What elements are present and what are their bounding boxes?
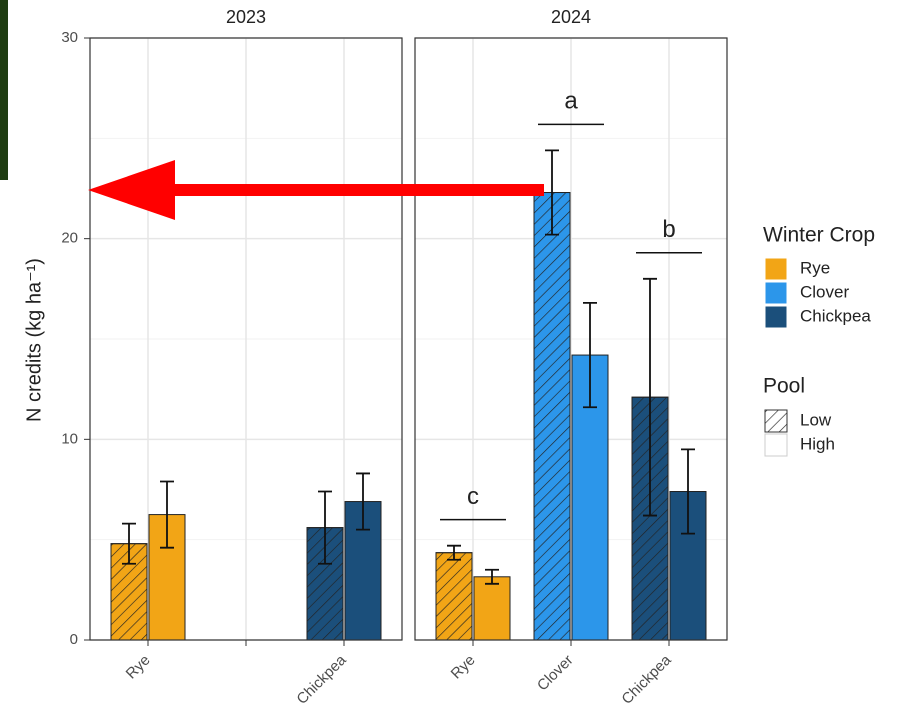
legend-hatch bbox=[764, 409, 788, 433]
error-bar bbox=[160, 480, 174, 549]
facet-title: 2024 bbox=[551, 7, 591, 27]
background-strip bbox=[0, 0, 8, 180]
legend-swatch bbox=[764, 281, 788, 305]
legend-label: Rye bbox=[800, 258, 830, 277]
error-bar bbox=[681, 448, 695, 535]
error-bar bbox=[583, 301, 597, 409]
legend-label: Low bbox=[800, 410, 832, 429]
error-bar bbox=[643, 277, 657, 517]
panel-border bbox=[89, 37, 403, 641]
legend-swatch bbox=[764, 433, 788, 457]
error-bar bbox=[356, 472, 370, 531]
significance-letter: b bbox=[662, 216, 675, 243]
bar-hatch bbox=[306, 527, 344, 641]
legend-swatch bbox=[764, 305, 788, 329]
error-bar bbox=[122, 522, 136, 565]
y-tick-label: 20 bbox=[61, 230, 78, 247]
error-bar bbox=[318, 490, 332, 565]
y-axis-label: N credits (kg ha⁻¹) bbox=[23, 258, 45, 422]
y-tick-label: 30 bbox=[61, 29, 78, 46]
x-tick-label: Chickpea bbox=[618, 651, 675, 708]
error-bar bbox=[485, 568, 499, 585]
legend-swatch bbox=[764, 257, 788, 281]
x-tick-label: Clover bbox=[534, 652, 577, 695]
significance-letter: a bbox=[564, 88, 578, 115]
panel-border bbox=[414, 37, 728, 641]
legend-label: Chickpea bbox=[800, 306, 871, 325]
significance-letter: c bbox=[467, 483, 479, 510]
facet-title: 2023 bbox=[226, 7, 266, 27]
legend-label: High bbox=[800, 434, 835, 453]
legend-label: Clover bbox=[800, 282, 849, 301]
legend-title: Winter Crop bbox=[763, 224, 875, 247]
y-tick-label: 0 bbox=[70, 631, 78, 648]
error-bar bbox=[447, 544, 461, 561]
x-tick-label: Rye bbox=[448, 652, 479, 683]
bar-hatch bbox=[533, 192, 571, 641]
x-tick-label: Chickpea bbox=[293, 651, 350, 708]
x-tick-label: Rye bbox=[123, 652, 154, 683]
legend-title: Pool bbox=[763, 375, 805, 398]
error-bar bbox=[545, 149, 559, 236]
arrow bbox=[88, 160, 544, 220]
bar bbox=[473, 576, 511, 641]
bar-hatch bbox=[435, 552, 473, 641]
y-tick-label: 10 bbox=[61, 430, 78, 447]
